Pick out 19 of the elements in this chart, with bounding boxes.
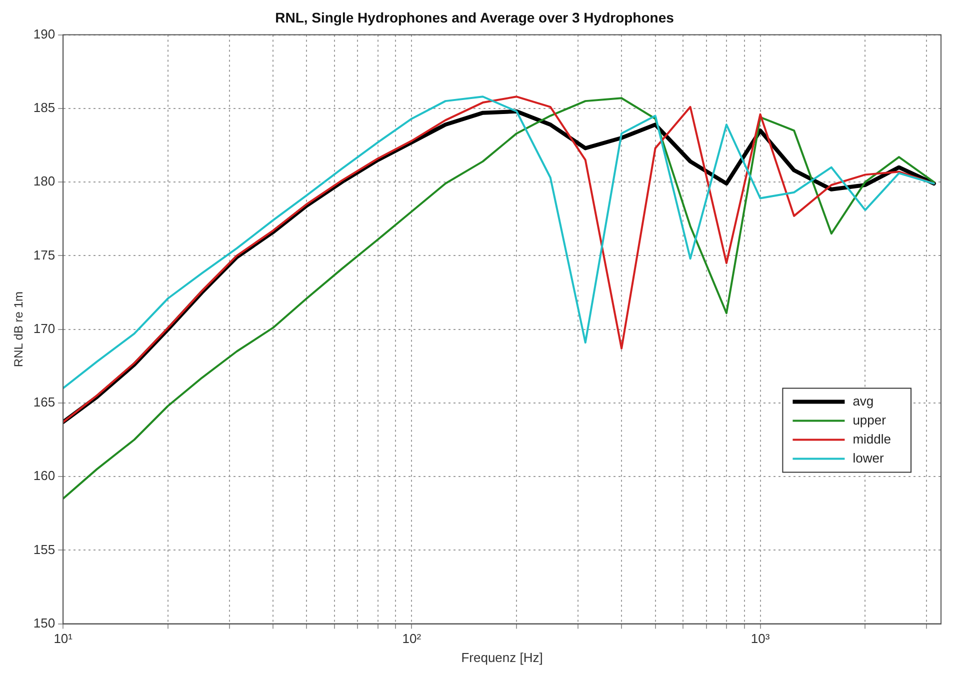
y-tick-label: 190 bbox=[33, 26, 56, 42]
y-tick-label: 180 bbox=[33, 174, 56, 189]
legend-label: lower bbox=[852, 450, 884, 466]
x-tick-label: 10¹ bbox=[54, 631, 74, 646]
x-tick-label: 10² bbox=[402, 631, 422, 646]
y-tick-label: 185 bbox=[33, 100, 56, 116]
y-tick-label: 160 bbox=[33, 468, 56, 484]
legend-label: avg bbox=[852, 393, 874, 408]
y-tick-label: 150 bbox=[33, 615, 56, 630]
y-tick-label: 165 bbox=[33, 394, 56, 410]
chart-title: RNL, Single Hydrophones and Average over 3 Hydrophones bbox=[275, 9, 674, 26]
legend-label: middle bbox=[852, 431, 891, 446]
y-tick-label: 170 bbox=[33, 320, 56, 336]
x-tick-label: 10³ bbox=[750, 631, 770, 646]
legend-label: upper bbox=[852, 412, 887, 428]
y-tick-label: 175 bbox=[33, 247, 56, 262]
y-axis-title: RNL dB re 1m bbox=[12, 292, 26, 368]
y-tick-label: 155 bbox=[33, 542, 56, 557]
x-axis-title: Frequenz [Hz] bbox=[461, 650, 543, 665]
